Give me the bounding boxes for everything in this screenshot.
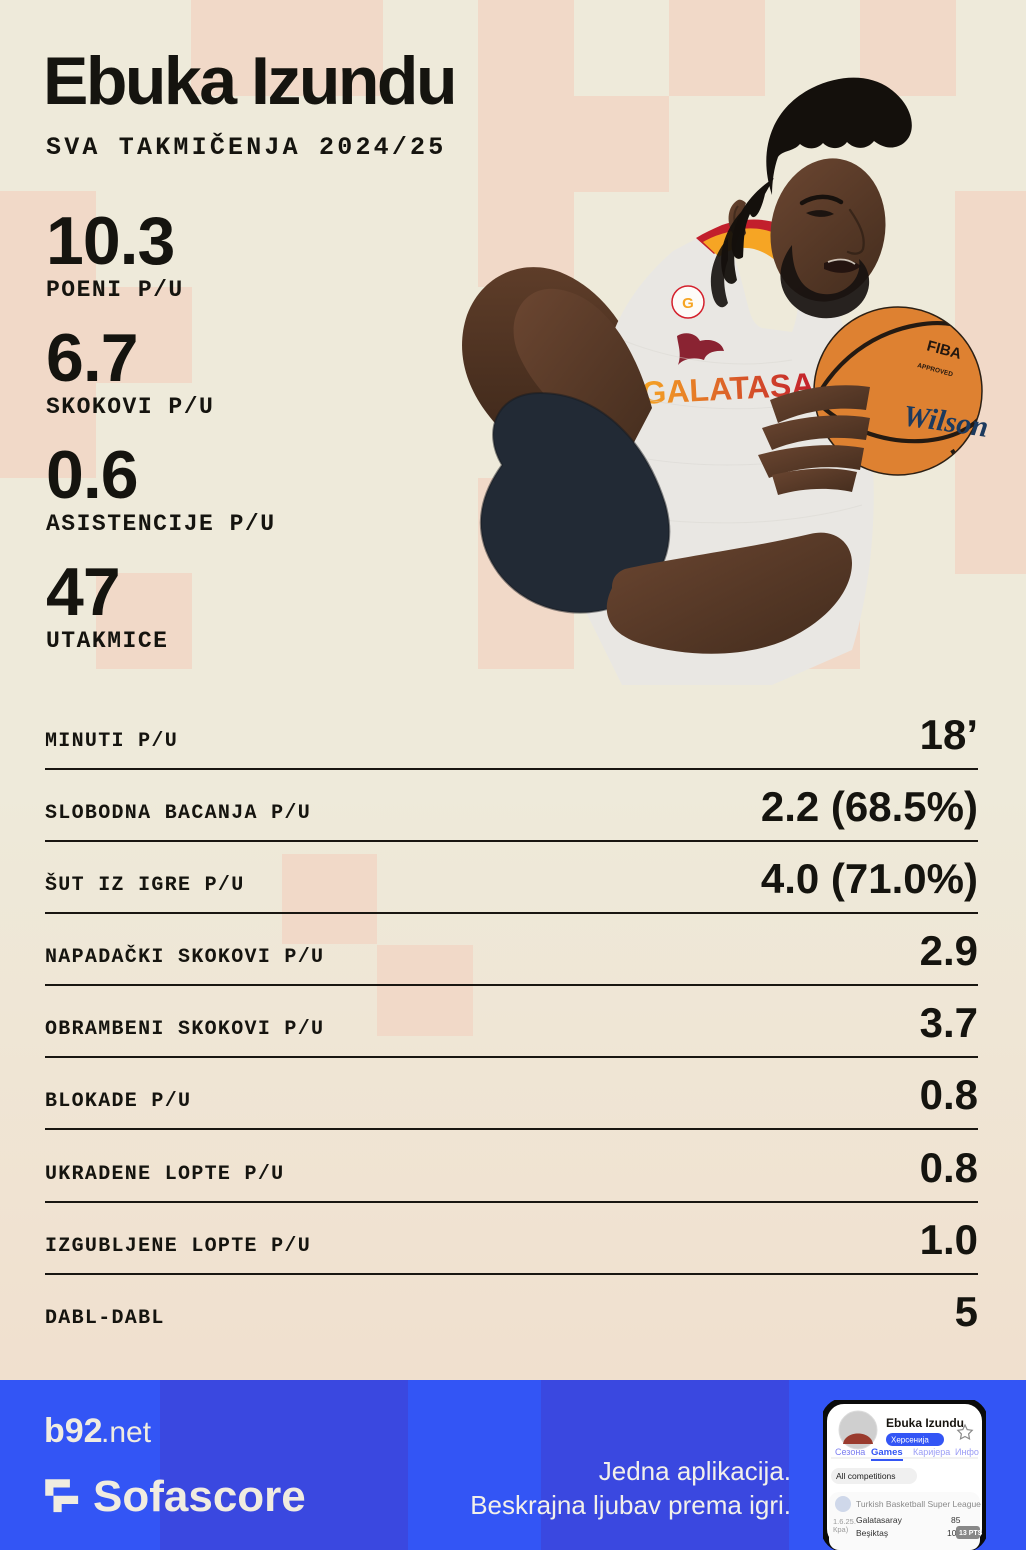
svg-text:Херсенија: Херсенија [891, 1436, 929, 1445]
svg-text:.net: .net [101, 1416, 152, 1449]
svg-text:Ebuka Izundu: Ebuka Izundu [886, 1416, 964, 1430]
svg-text:Кра): Кра) [833, 1525, 849, 1534]
svg-text:Galatasaray: Galatasaray [856, 1515, 903, 1525]
svg-text:13 PTS: 13 PTS [959, 1530, 983, 1537]
svg-text:All competitions: All competitions [836, 1471, 896, 1481]
svg-text:Инфо: Инфо [955, 1447, 979, 1457]
svg-text:Beşiktaş: Beşiktaş [856, 1528, 888, 1538]
svg-text:G: G [682, 295, 694, 312]
svg-text:Games: Games [871, 1447, 903, 1458]
svg-text:85: 85 [951, 1515, 961, 1525]
svg-text:Turkish Basketball Super Leagu: Turkish Basketball Super League [856, 1499, 981, 1509]
svg-text:b92: b92 [44, 1412, 103, 1450]
svg-text:Сезона: Сезона [835, 1447, 865, 1457]
svg-text:Каријера: Каријера [913, 1447, 950, 1457]
